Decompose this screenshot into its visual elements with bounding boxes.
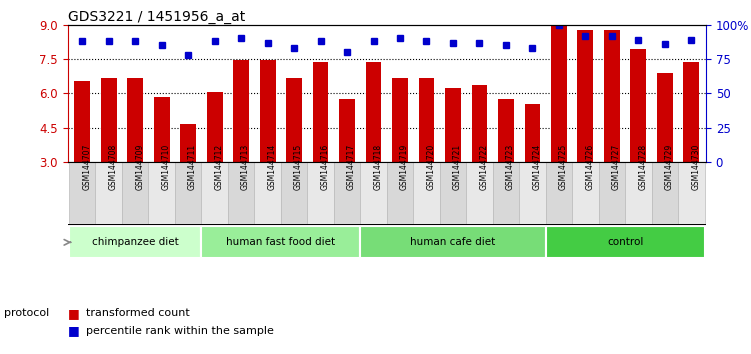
Bar (366, 62, 382, 162)
Text: human fast food diet: human fast food diet (226, 237, 336, 247)
Text: GSM144730: GSM144730 (692, 144, 701, 190)
Bar (180, 124, 196, 162)
Text: ■: ■ (68, 307, 83, 320)
Text: GSM144722: GSM144722 (479, 144, 488, 190)
Bar (445, 87, 461, 162)
Bar (472, 85, 487, 162)
Bar (260, 60, 276, 162)
Text: GSM144708: GSM144708 (109, 144, 118, 190)
Bar (440, 162, 466, 224)
Bar (572, 162, 599, 224)
Bar (286, 79, 302, 162)
Bar (69, 162, 95, 224)
Text: GSM144719: GSM144719 (400, 144, 409, 190)
Bar (493, 162, 519, 224)
Text: GSM144725: GSM144725 (559, 144, 568, 190)
Bar (307, 162, 333, 224)
Text: GSM144718: GSM144718 (373, 144, 382, 190)
Bar (546, 226, 704, 258)
Bar (175, 162, 201, 224)
Text: GSM144728: GSM144728 (638, 144, 647, 190)
Bar (69, 226, 201, 258)
Text: chimpanzee diet: chimpanzee diet (92, 237, 179, 247)
Bar (127, 79, 143, 162)
Text: GSM144707: GSM144707 (82, 144, 91, 190)
Bar (281, 162, 307, 224)
Bar (413, 162, 440, 224)
Bar (657, 73, 673, 162)
Bar (333, 162, 360, 224)
Bar (149, 162, 175, 224)
Bar (652, 162, 678, 224)
Bar (95, 162, 122, 224)
Text: GDS3221 / 1451956_a_at: GDS3221 / 1451956_a_at (68, 10, 245, 24)
Bar (625, 162, 652, 224)
Bar (233, 60, 249, 162)
Bar (630, 49, 647, 162)
Bar (312, 62, 328, 162)
Text: GSM144720: GSM144720 (427, 144, 436, 190)
Bar (360, 226, 546, 258)
Text: GSM144713: GSM144713 (241, 144, 250, 190)
Bar (101, 79, 116, 162)
Bar (122, 162, 149, 224)
Text: GSM144717: GSM144717 (347, 144, 356, 190)
Text: GSM144729: GSM144729 (665, 144, 674, 190)
Text: human cafe diet: human cafe diet (410, 237, 496, 247)
Text: GSM144712: GSM144712 (215, 144, 224, 190)
Bar (154, 97, 170, 162)
Bar (392, 79, 408, 162)
Bar (207, 92, 222, 162)
Bar (683, 62, 699, 162)
Text: transformed count: transformed count (86, 308, 190, 318)
Bar (551, 26, 567, 162)
Text: GSM144726: GSM144726 (586, 144, 595, 190)
Bar (546, 162, 572, 224)
Bar (418, 79, 434, 162)
Bar (599, 162, 625, 224)
Bar (519, 162, 546, 224)
Text: ■: ■ (68, 325, 83, 337)
Bar (255, 162, 281, 224)
Bar (74, 81, 90, 162)
Bar (466, 162, 493, 224)
Bar (678, 162, 704, 224)
Text: GSM144727: GSM144727 (612, 144, 621, 190)
Text: GSM144710: GSM144710 (161, 144, 170, 190)
Bar (387, 162, 413, 224)
Bar (524, 104, 541, 162)
Bar (201, 226, 360, 258)
Bar (578, 30, 593, 162)
Text: control: control (607, 237, 644, 247)
Text: GSM144714: GSM144714 (267, 144, 276, 190)
Text: GSM144724: GSM144724 (532, 144, 541, 190)
Bar (339, 99, 355, 162)
Text: GSM144723: GSM144723 (506, 144, 515, 190)
Text: protocol: protocol (4, 308, 49, 318)
Bar (228, 162, 255, 224)
Text: GSM144715: GSM144715 (294, 144, 303, 190)
Bar (604, 30, 620, 162)
Bar (498, 99, 514, 162)
Bar (360, 162, 387, 224)
Text: percentile rank within the sample: percentile rank within the sample (86, 326, 274, 336)
Text: GSM144716: GSM144716 (321, 144, 330, 190)
Bar (201, 162, 228, 224)
Text: GSM144711: GSM144711 (188, 144, 197, 190)
Text: GSM144709: GSM144709 (135, 144, 144, 190)
Text: GSM144721: GSM144721 (453, 144, 462, 190)
